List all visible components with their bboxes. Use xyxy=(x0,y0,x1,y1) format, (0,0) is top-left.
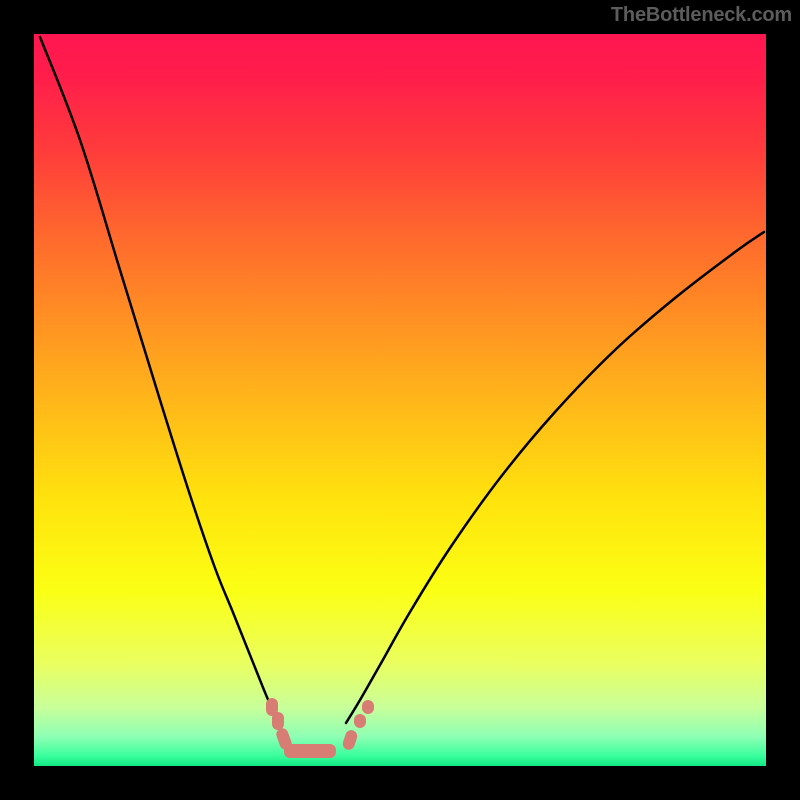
chart-frame: TheBottleneck.com xyxy=(0,0,800,800)
plot-area xyxy=(34,34,766,766)
right-curve xyxy=(346,232,764,723)
watermark-text: TheBottleneck.com xyxy=(611,4,792,27)
minimum-markers xyxy=(266,698,374,758)
curve-layer xyxy=(34,34,766,766)
left-curve xyxy=(40,37,280,725)
